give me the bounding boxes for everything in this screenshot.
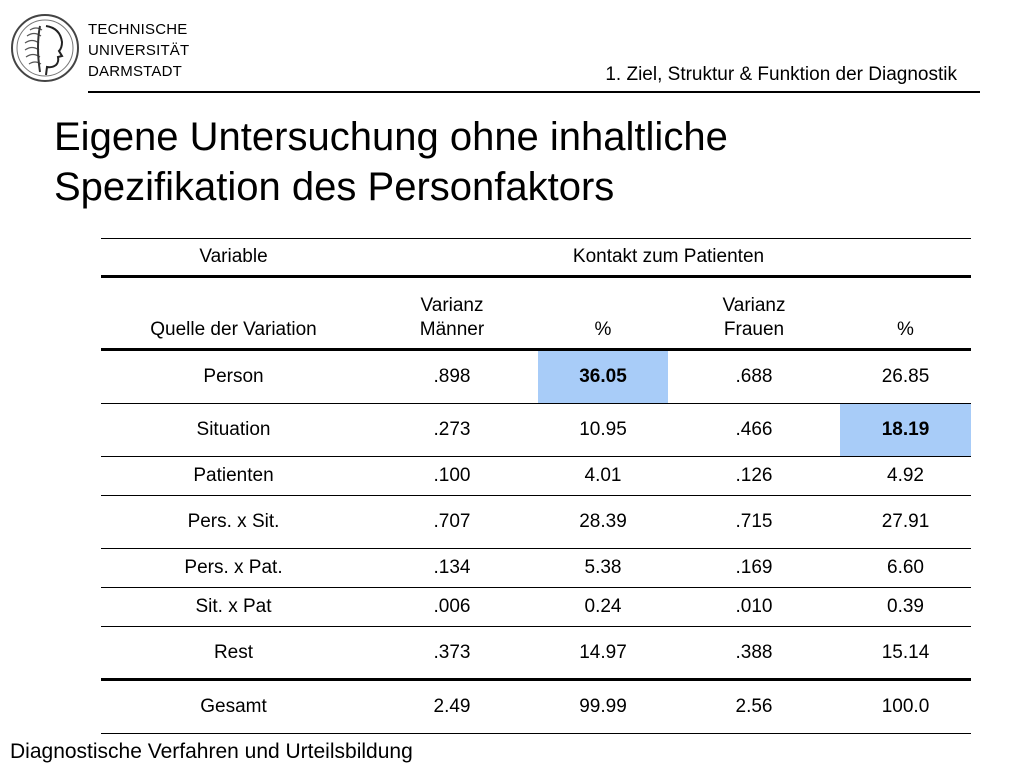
table-row: Situation .273 10.95 .466 18.19: [101, 403, 971, 457]
cell-varianz-frauen: .466: [668, 403, 840, 457]
cell-varianz-frauen: .010: [668, 587, 840, 627]
cell-percent-frauen: 27.91: [840, 495, 971, 549]
percent-header-1: %: [538, 276, 668, 351]
cell-percent-maenner: 4.01: [538, 456, 668, 496]
contact-header: Kontakt zum Patienten: [366, 238, 971, 278]
cell-varianz-frauen: .688: [668, 349, 840, 404]
cell-percent-maenner: 14.97: [538, 626, 668, 681]
cell-percent-frauen: 0.39: [840, 587, 971, 627]
cell-varianz-frauen: .169: [668, 548, 840, 588]
table-row: Rest .373 14.97 .388 15.14: [101, 626, 971, 681]
header-divider: [88, 91, 980, 93]
cell-varianz-frauen: .388: [668, 626, 840, 681]
cell-percent-frauen: 4.92: [840, 456, 971, 496]
cell-varianz-maenner: .707: [366, 495, 538, 549]
section-title: 1. Ziel, Struktur & Funktion der Diagnos…: [605, 64, 957, 85]
cell-percent-maenner: 99.99: [538, 679, 668, 734]
row-source: Sit. x Pat: [101, 587, 366, 627]
cell-percent-frauen: 6.60: [840, 548, 971, 588]
cell-varianz-maenner: .006: [366, 587, 538, 627]
source-header: Quelle der Variation: [101, 276, 366, 351]
row-source: Gesamt: [101, 679, 366, 734]
varianz-frauen-line-2: Frauen: [723, 319, 785, 340]
varianz-maenner-header: Varianz Männer: [366, 276, 538, 351]
slide-title-line-1: Eigene Untersuchung ohne inhaltliche: [54, 115, 728, 159]
table-row: Person .898 36.05 .688 26.85: [101, 349, 971, 404]
slide-title: Eigene Untersuchung ohne inhaltliche Spe…: [54, 112, 728, 212]
cell-varianz-frauen: .126: [668, 456, 840, 496]
varianz-maenner-line-1: Varianz: [420, 295, 484, 316]
cell-percent-frauen-highlighted: 18.19: [840, 403, 971, 457]
cell-percent-frauen: 15.14: [840, 626, 971, 681]
footer-course-title: Diagnostische Verfahren und Urteilsbildu…: [10, 740, 413, 763]
row-source: Pers. x Pat.: [101, 548, 366, 588]
cell-varianz-maenner: .373: [366, 626, 538, 681]
cell-varianz-maenner: .898: [366, 349, 538, 404]
cell-varianz-maenner: 2.49: [366, 679, 538, 734]
cell-percent-frauen: 26.85: [840, 349, 971, 404]
variance-table: Variable Kontakt zum Patienten Quelle de…: [101, 238, 971, 734]
row-source: Person: [101, 349, 366, 404]
cell-varianz-maenner: .273: [366, 403, 538, 457]
percent-header-2: %: [840, 276, 971, 351]
row-source: Pers. x Sit.: [101, 495, 366, 549]
cell-varianz-frauen: .715: [668, 495, 840, 549]
table-row: Pers. x Pat. .134 5.38 .169 6.60: [101, 548, 971, 588]
cell-percent-frauen: 100.0: [840, 679, 971, 734]
cell-percent-maenner: 10.95: [538, 403, 668, 457]
row-source: Rest: [101, 626, 366, 681]
varianz-frauen-line-1: Varianz: [722, 295, 786, 316]
table-total-row: Gesamt 2.49 99.99 2.56 100.0: [101, 679, 971, 734]
cell-percent-maenner: 28.39: [538, 495, 668, 549]
university-name-line-3: DARMSTADT: [88, 63, 183, 80]
slide-title-line-2: Spezifikation des Personfaktors: [54, 165, 615, 209]
cell-percent-maenner: 0.24: [538, 587, 668, 627]
row-source: Situation: [101, 403, 366, 457]
cell-percent-maenner: 5.38: [538, 548, 668, 588]
cell-varianz-maenner: .100: [366, 456, 538, 496]
table-header-row: Quelle der Variation Varianz Männer % Va…: [101, 276, 971, 351]
cell-varianz-maenner: .134: [366, 548, 538, 588]
university-seal-logo: [11, 14, 79, 82]
table-row: Patienten .100 4.01 .126 4.92: [101, 456, 971, 496]
table-variable-row: Variable Kontakt zum Patienten: [101, 238, 971, 278]
variable-header: Variable: [101, 238, 366, 278]
table-row: Sit. x Pat .006 0.24 .010 0.39: [101, 587, 971, 627]
cell-varianz-frauen: 2.56: [668, 679, 840, 734]
cell-percent-maenner-highlighted: 36.05: [538, 349, 668, 404]
university-name-line-1: TECHNISCHE: [88, 21, 188, 38]
varianz-frauen-header: Varianz Frauen: [668, 276, 840, 351]
table-row: Pers. x Sit. .707 28.39 .715 27.91: [101, 495, 971, 549]
varianz-maenner-line-2: Männer: [419, 319, 485, 340]
university-name-line-2: UNIVERSITÄT: [88, 42, 190, 59]
university-name: TECHNISCHE UNIVERSITÄT DARMSTADT: [88, 19, 189, 82]
row-source: Patienten: [101, 456, 366, 496]
